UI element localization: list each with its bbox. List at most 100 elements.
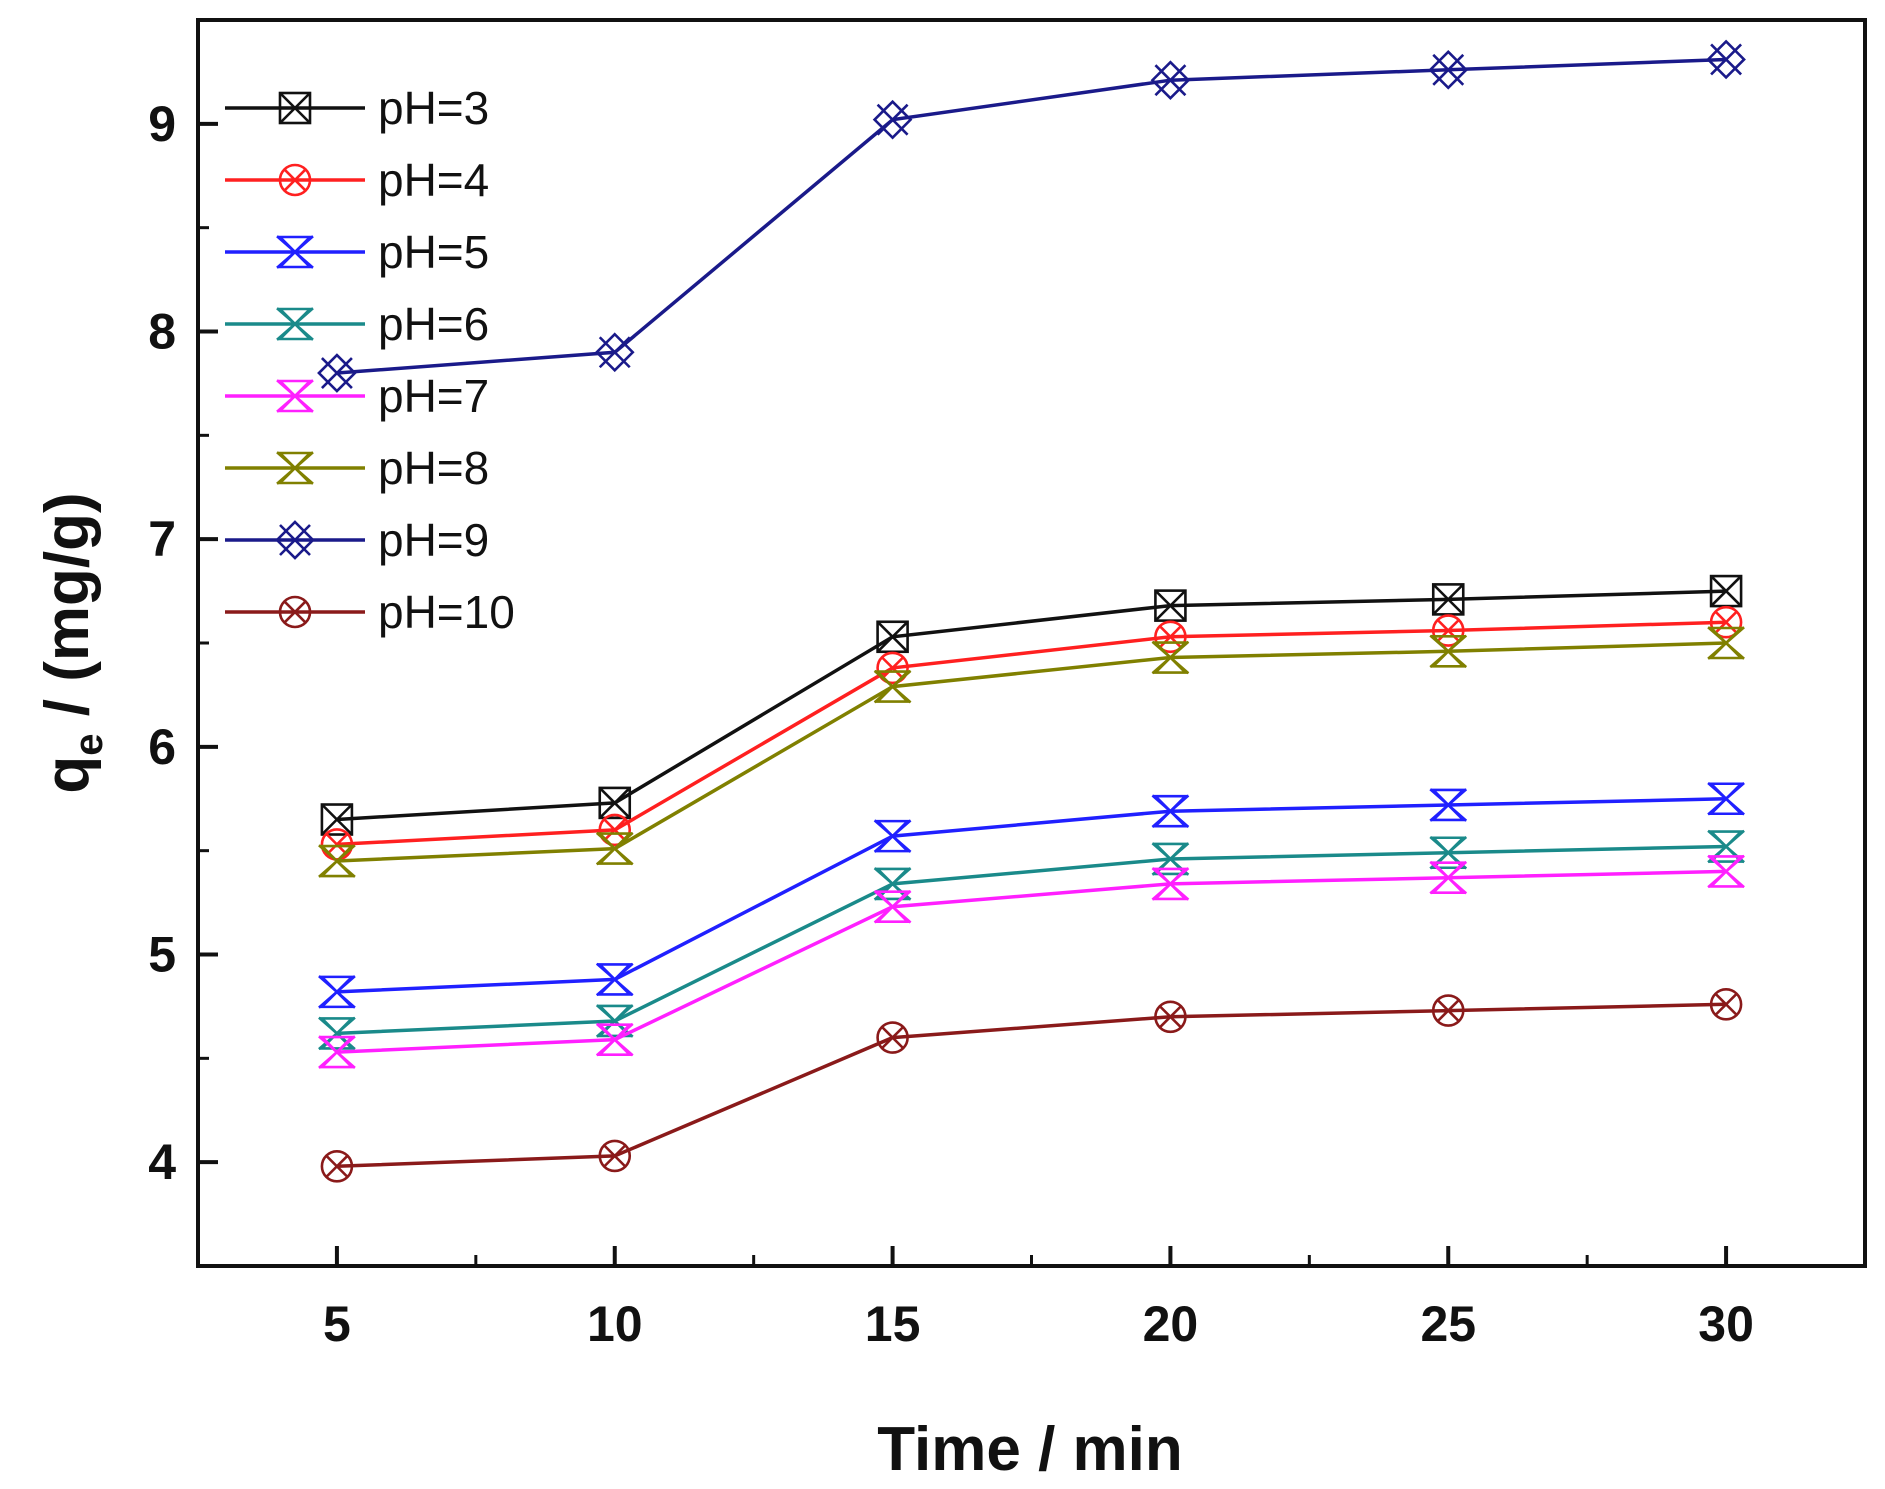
data-point-marker	[876, 1021, 909, 1054]
series-ph-10	[320, 988, 1743, 1183]
data-point-marker	[873, 890, 912, 924]
series-line	[336, 869, 1727, 1054]
series-line	[336, 620, 1727, 847]
x-tick-label: 5	[323, 1296, 351, 1352]
x-axis-title: Time / min	[877, 1415, 1183, 1484]
series-ph-3	[320, 574, 1743, 836]
data-point-marker	[318, 975, 356, 1009]
data-point-marker	[318, 1035, 356, 1069]
legend-label: pH=3	[378, 82, 489, 134]
x-axis-ticks: 5 10 15 20 25 30	[323, 1246, 1754, 1352]
x-tick-label: 25	[1420, 1296, 1476, 1352]
series-line	[336, 641, 1727, 863]
data-point-marker	[1151, 640, 1190, 675]
data-point-marker	[1429, 634, 1468, 669]
data-point-marker	[276, 451, 314, 485]
data-point-marker	[278, 91, 312, 125]
data-point-marker	[278, 595, 312, 629]
data-point-marker	[1431, 614, 1465, 647]
plot-area: 5 10 15 20 25 30 4 5 6 7 8 9	[148, 18, 1867, 1352]
series-ph-6	[318, 829, 1745, 1051]
y-tick-label: 6	[148, 719, 176, 775]
y-tick-label: 8	[148, 304, 176, 360]
series-ph-7	[318, 854, 1745, 1069]
series-line	[336, 589, 1727, 822]
data-point-marker	[595, 962, 634, 997]
series-layer	[317, 39, 1746, 1183]
data-point-marker	[1429, 788, 1468, 822]
series-line	[336, 844, 1727, 1036]
data-point-marker	[278, 163, 312, 197]
series-ph-5	[318, 782, 1745, 1009]
data-point-marker	[598, 813, 632, 847]
data-point-marker	[594, 332, 635, 373]
data-point-marker	[1707, 626, 1745, 660]
x-tick-label: 30	[1698, 1296, 1754, 1352]
y-axis-title-main: q	[33, 756, 102, 794]
legend-label: pH=7	[378, 370, 489, 422]
data-point-marker	[1151, 794, 1190, 828]
data-point-marker	[320, 803, 354, 836]
x-tick-label: 15	[865, 1296, 921, 1352]
legend-item: pH=4	[225, 154, 489, 206]
data-point-marker	[1707, 782, 1745, 816]
y-axis-title-subscript: e	[67, 733, 111, 755]
legend-label: pH=10	[378, 586, 515, 638]
data-point-marker	[1150, 60, 1191, 101]
legend-label: pH=9	[378, 514, 489, 566]
legend-label: pH=4	[378, 154, 489, 206]
data-point-marker	[1706, 39, 1746, 80]
y-tick-label: 9	[148, 96, 176, 152]
y-axis-ticks: 4 5 6 7 8 9	[148, 18, 218, 1268]
series-line	[336, 57, 1727, 375]
data-point-marker	[595, 1004, 634, 1038]
legend-item: pH=6	[225, 298, 489, 350]
data-point-marker	[1431, 994, 1465, 1027]
data-point-marker	[873, 669, 912, 704]
legend-item: pH=9	[225, 514, 489, 566]
series-line	[336, 797, 1727, 994]
legend-item: pH=7	[225, 370, 489, 422]
data-point-marker	[1154, 1000, 1187, 1034]
legend: pH=3 pH=4 pH=5 pH=6 pH=7 pH=8 pH=9 pH=10	[225, 82, 515, 638]
data-point-marker	[276, 307, 314, 341]
legend-item: pH=8	[225, 442, 489, 494]
data-point-marker	[276, 235, 314, 269]
series-ph-9	[317, 39, 1746, 393]
data-point-marker	[598, 786, 632, 820]
data-point-marker	[872, 99, 913, 140]
y-axis-title-rest: / (mg/g)	[33, 492, 102, 733]
y-tick-label: 7	[148, 511, 176, 567]
data-point-marker	[276, 379, 314, 413]
legend-item: pH=5	[225, 226, 489, 278]
y-tick-label: 5	[148, 927, 176, 983]
data-point-marker	[1151, 867, 1190, 901]
data-point-marker	[1709, 605, 1743, 639]
data-point-marker	[598, 1139, 632, 1173]
x-tick-label: 20	[1143, 1296, 1199, 1352]
legend-label: pH=5	[378, 226, 489, 278]
legend-item: pH=3	[225, 82, 489, 134]
legend-item: pH=10	[225, 586, 515, 638]
data-point-marker	[1428, 50, 1469, 90]
data-point-marker	[1429, 860, 1468, 895]
data-point-marker	[595, 831, 634, 866]
data-point-marker	[876, 620, 909, 654]
series-line	[336, 1002, 1727, 1169]
data-point-marker	[317, 353, 357, 393]
legend-label: pH=8	[378, 442, 489, 494]
data-point-marker	[318, 844, 356, 878]
data-point-marker	[320, 1150, 354, 1183]
data-point-marker	[595, 1022, 634, 1057]
data-point-marker	[873, 819, 912, 853]
data-point-marker	[1709, 988, 1743, 1021]
plot-frame	[196, 18, 1867, 1268]
x-tick-label: 10	[587, 1296, 643, 1352]
data-point-marker	[1707, 854, 1745, 889]
y-tick-label: 4	[148, 1134, 176, 1190]
series-ph-4	[320, 605, 1743, 861]
data-point-marker	[1154, 620, 1187, 654]
legend-label: pH=6	[378, 298, 489, 350]
data-point-marker	[318, 1016, 356, 1051]
